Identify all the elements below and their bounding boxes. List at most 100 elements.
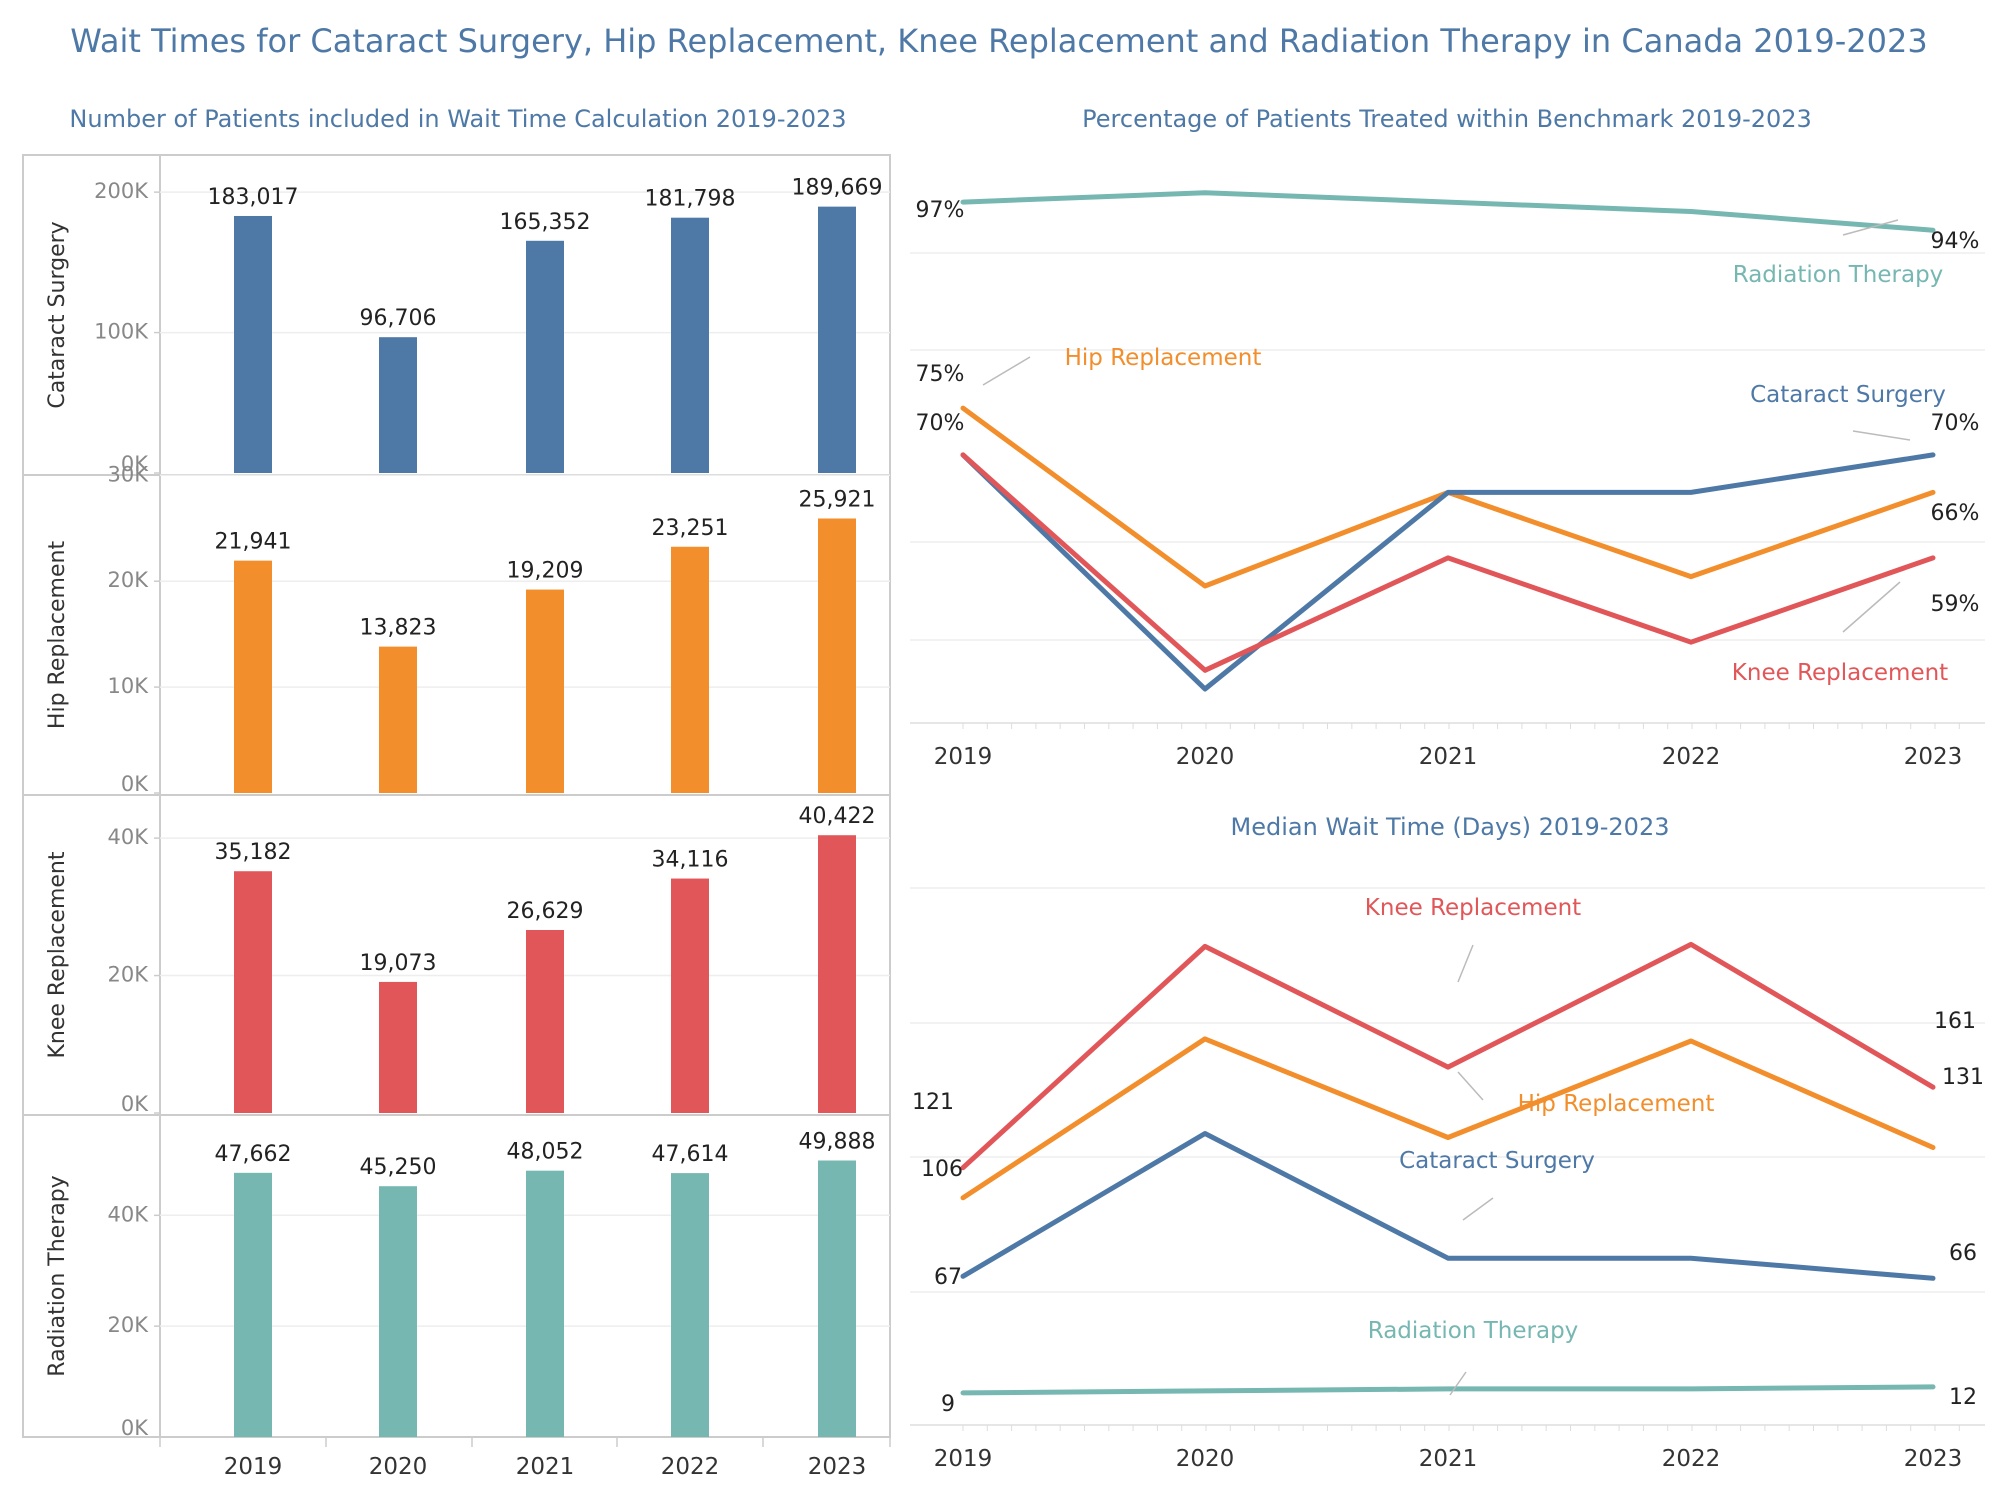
- bar-x-tick-label: 2020: [369, 1454, 428, 1480]
- bar-hip-2021: [526, 589, 564, 793]
- bar-hip-2019: [234, 560, 272, 793]
- series-name-radiation-therapy: Radiation Therapy: [1368, 1318, 1579, 1344]
- panel-label-cataract-surgery: Cataract Surgery: [45, 221, 70, 408]
- y-tick-label: 0K: [121, 772, 149, 796]
- bar-radiation-2020: [379, 1186, 417, 1437]
- bar-value-label: 19,073: [360, 951, 437, 976]
- bar-cataract-2021: [526, 240, 564, 473]
- bar-cataract-2020: [379, 337, 417, 473]
- y-tick-label: 10K: [108, 674, 150, 698]
- bar-x-tick-label: 2022: [661, 1454, 720, 1480]
- end-value-label: 66: [1949, 1241, 1977, 1266]
- line-knee-replacement: [960, 941, 1936, 1171]
- series-name-cataract-surgery: Cataract Surgery: [1750, 382, 1946, 408]
- bar-x-tick-label: 2021: [516, 1454, 575, 1480]
- bar-value-label: 21,941: [215, 530, 292, 555]
- start-value-label: 75%: [916, 362, 965, 387]
- panel-label-hip-replacement: Hip Replacement: [45, 541, 70, 730]
- median-wait-chart-title: Median Wait Time (Days) 2019-2023: [1231, 813, 1670, 841]
- y-tick-label: 200K: [94, 179, 149, 203]
- leader-line: [982, 356, 1031, 386]
- series-name-knee-replacement: Knee Replacement: [1732, 660, 1948, 686]
- bar-radiation-2019: [234, 1172, 272, 1437]
- leader-line: [1449, 1371, 1467, 1396]
- bar-value-label: 183,017: [208, 185, 299, 210]
- line-radiation-therapy: [960, 190, 1936, 233]
- leader-line: [1462, 1197, 1494, 1221]
- percentage-chart-title: Percentage of Patients Treated within Be…: [1082, 105, 1812, 133]
- x-tick-label: 2019: [934, 1446, 993, 1472]
- start-value-label: 67: [934, 1265, 962, 1290]
- line-knee-replacement: [960, 452, 1936, 673]
- bar-value-label: 25,921: [799, 487, 876, 512]
- y-tick-label: 40K: [108, 825, 150, 849]
- bar-value-label: 45,250: [360, 1155, 437, 1180]
- panel-label-knee-replacement: Knee Replacement: [45, 851, 70, 1058]
- y-tick-label: 100K: [94, 320, 149, 344]
- bar-panel-hip-replacement: 0K 10K 20K 30K Hip Replacement 21,941 13,823 19…: [23, 462, 890, 796]
- bar-value-label: 35,182: [215, 840, 292, 865]
- start-value-label: 70%: [916, 411, 965, 436]
- x-tick-label: 2023: [1904, 744, 1963, 770]
- leader-line: [1842, 219, 1899, 236]
- bar-hip-2023: [818, 518, 856, 793]
- panel-label-radiation-therapy: Radiation Therapy: [45, 1175, 70, 1376]
- bar-value-label: 181,798: [645, 187, 736, 212]
- leader-line: [1852, 430, 1911, 441]
- bar-value-label: 49,888: [799, 1130, 876, 1155]
- series-name-knee-replacement: Knee Replacement: [1365, 895, 1581, 921]
- bar-cataract-2022: [671, 217, 709, 473]
- bar-value-label: 19,209: [507, 559, 584, 584]
- end-value-label: 66%: [1931, 501, 1980, 526]
- bar-value-label: 47,614: [652, 1142, 729, 1167]
- y-tick-label: 0K: [121, 1416, 149, 1440]
- main-title: Wait Times for Cataract Surgery, Hip Rep…: [70, 22, 1928, 60]
- end-value-label: 161: [1934, 1009, 1976, 1034]
- y-tick-label: 0K: [121, 1092, 149, 1116]
- leader-line: [1842, 581, 1901, 633]
- x-tick-label: 2020: [1176, 744, 1235, 770]
- x-tick-label: 2023: [1904, 1446, 1963, 1472]
- start-value-label: 106: [921, 1157, 963, 1182]
- bar-x-tick-label: 2019: [224, 1454, 283, 1480]
- bar-value-label: 165,352: [500, 210, 591, 235]
- bar-chart-title: Number of Patients included in Wait Time…: [69, 105, 846, 133]
- bar-value-label: 47,662: [215, 1142, 292, 1167]
- y-tick-label: 20K: [108, 963, 150, 987]
- percentage-chart: Percentage of Patients Treated within Be…: [910, 105, 1985, 770]
- end-value-label: 70%: [1931, 411, 1980, 436]
- bar-value-label: 40,422: [799, 804, 876, 829]
- end-value-label: 12: [1949, 1385, 1977, 1410]
- leader-line: [1457, 1071, 1484, 1101]
- x-tick-label: 2020: [1176, 1446, 1235, 1472]
- bar-radiation-2021: [526, 1170, 564, 1437]
- bar-x-tick-label: 2023: [808, 1454, 867, 1480]
- y-tick-label: 20K: [108, 1313, 150, 1337]
- x-tick-label: 2021: [1419, 1446, 1478, 1472]
- bar-cataract-2023: [818, 206, 856, 474]
- y-tick-label: 30K: [108, 462, 150, 486]
- line-hip-replacement: [960, 1036, 1936, 1201]
- bar-hip-2022: [671, 546, 709, 793]
- y-tick-label: 40K: [108, 1202, 150, 1226]
- bar-knee-2020: [379, 981, 417, 1113]
- bar-cataract-2019: [234, 215, 272, 473]
- bar-radiation-2023: [818, 1160, 856, 1437]
- x-tick-label: 2019: [934, 744, 993, 770]
- bar-panel-radiation-therapy: 0K 20K 40K Radiation Therapy 47,662 45,250 48,…: [23, 1114, 890, 1440]
- end-value-label: 59%: [1931, 592, 1980, 617]
- x-tick-label: 2021: [1419, 744, 1478, 770]
- x-tick-label: 2022: [1662, 1446, 1721, 1472]
- bar-value-label: 96,706: [360, 306, 437, 331]
- y-tick-label: 0K: [121, 452, 149, 476]
- start-value-label: 97%: [916, 198, 965, 223]
- bar-radiation-2022: [671, 1173, 709, 1437]
- bar-value-label: 34,116: [652, 848, 729, 873]
- bar-value-label: 26,629: [507, 899, 584, 924]
- bar-panel-cataract-surgery: 0K 100K 200K Cataract Surgery 183,017 96,706 1…: [45, 176, 890, 476]
- line-cataract-surgery: [960, 452, 1936, 692]
- bar-value-label: 23,251: [652, 516, 729, 541]
- end-value-label: 131: [1942, 1065, 1984, 1090]
- median-wait-chart: Median Wait Time (Days) 2019-2023 2019 202…: [910, 813, 1985, 1472]
